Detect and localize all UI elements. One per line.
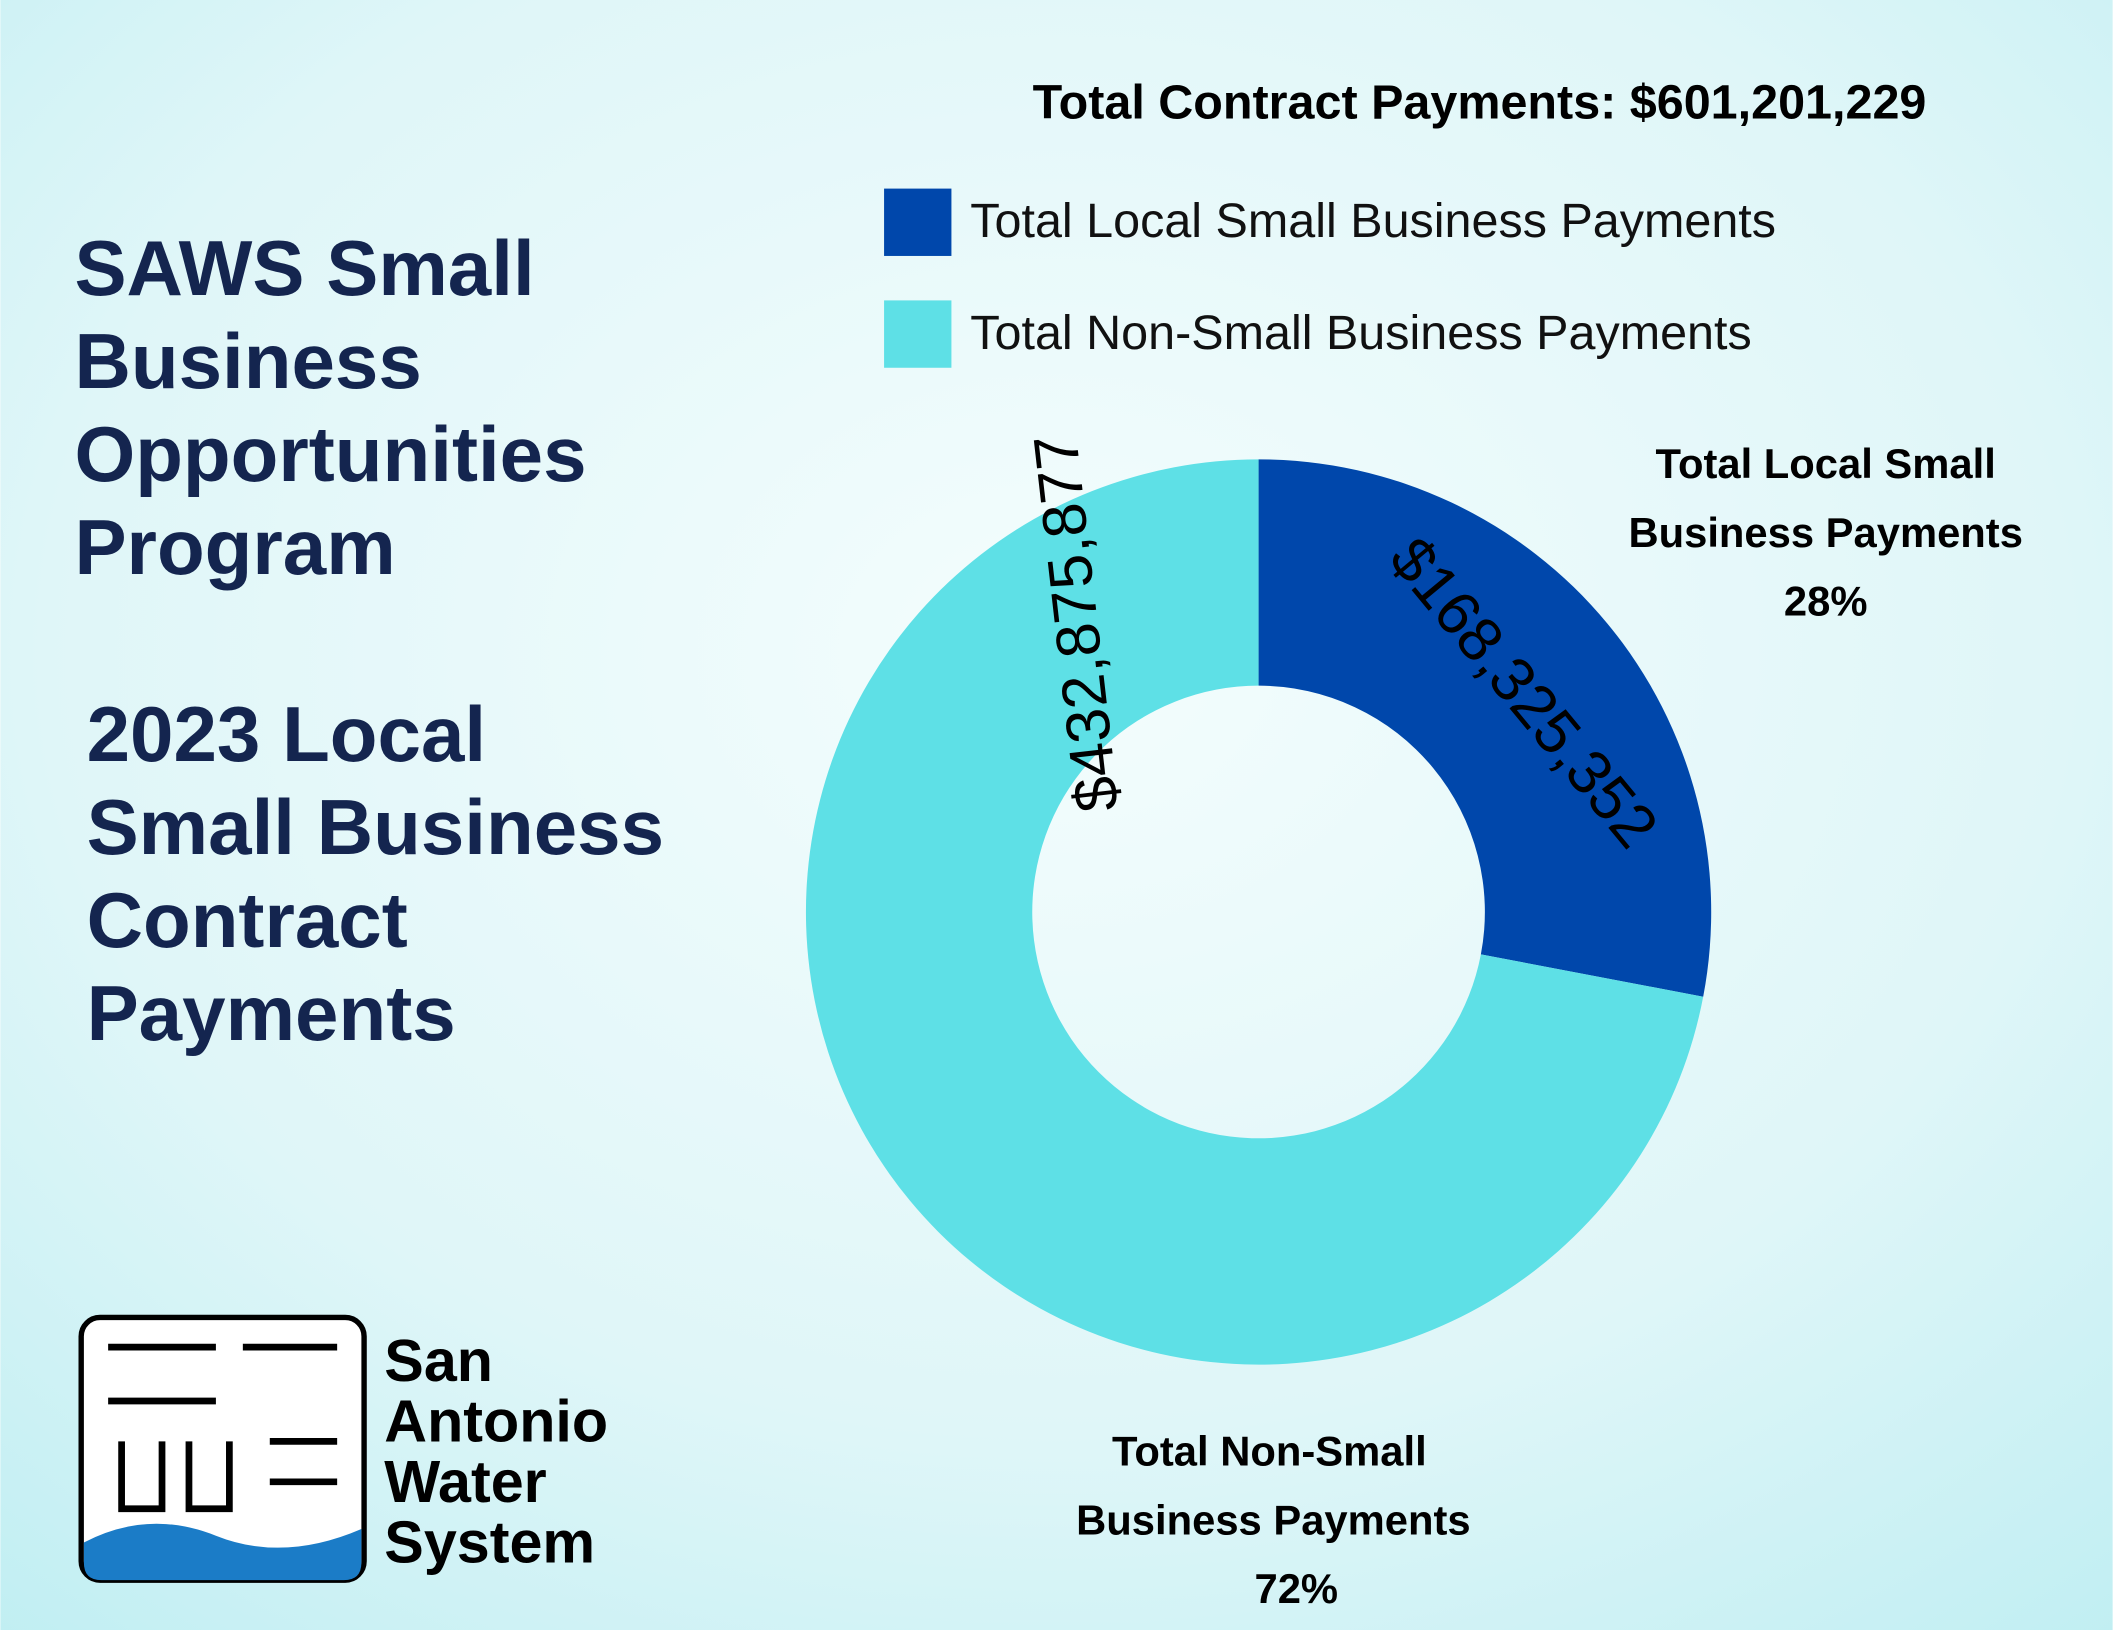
legend-label: Total Non-Small Business Payments — [970, 306, 1751, 360]
program-title: SAWS Small — [74, 224, 534, 312]
logo-letters — [108, 1343, 338, 1513]
callout-label: Total Non-Small — [1112, 1428, 1427, 1475]
logo-text: Antonio — [384, 1387, 608, 1454]
logo-water — [83, 1523, 362, 1581]
program-title: Program — [74, 503, 395, 591]
heading: 2023 Local — [87, 690, 487, 778]
heading: Payments — [87, 969, 456, 1057]
logo: San Antonio Water System — [78, 1314, 608, 1583]
logo-text: System — [384, 1509, 595, 1576]
chart-title: Total Contract Payments: $601,201,229 — [1033, 76, 1927, 130]
legend-swatch — [884, 300, 952, 368]
callout-label: Business Payments — [1076, 1496, 1471, 1543]
heading: Contract — [87, 876, 408, 964]
donut-slice — [1258, 459, 1712, 997]
logo-text: San — [384, 1327, 493, 1394]
callout-label: Total Local Small — [1656, 440, 1996, 487]
callout-percent: 72% — [1255, 1565, 1339, 1612]
program-title: Business — [74, 317, 421, 405]
legend-label: Total Local Small Business Payments — [970, 194, 1776, 248]
callout-label: Business Payments — [1628, 509, 2023, 556]
donut-slice — [805, 459, 1704, 1365]
logo-text: Water — [384, 1448, 546, 1515]
chart: Total Local Small Business Payments Total… — [805, 188, 2023, 1612]
program-title: Opportunities — [74, 410, 586, 498]
callout-percent: 28% — [1784, 578, 1868, 625]
legend-swatch — [884, 188, 952, 256]
heading: Small Business — [87, 783, 665, 871]
